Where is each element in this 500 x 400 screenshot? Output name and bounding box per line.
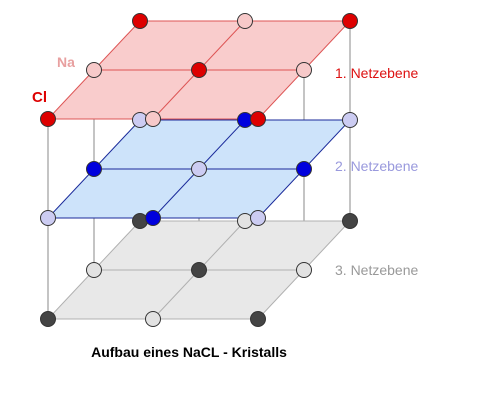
cl-ion (342, 13, 358, 29)
cl-ion (145, 210, 161, 226)
plane-2-label: 2. Netzebene (335, 158, 419, 174)
na-ion (342, 112, 358, 128)
cl-ion (191, 262, 207, 278)
na-ion (296, 262, 312, 278)
cl-ion (86, 161, 102, 177)
cl-ion (40, 311, 56, 327)
cl-ion (132, 13, 148, 29)
cl-ion (250, 111, 266, 127)
cl-ion (40, 111, 56, 127)
na-ion (237, 213, 253, 229)
na-ion (86, 62, 102, 78)
na-ion (40, 210, 56, 226)
na-label: Na (57, 54, 75, 70)
diagram-caption: Aufbau eines NaCL - Kristalls (91, 344, 287, 360)
cl-ion (296, 161, 312, 177)
na-ion (86, 262, 102, 278)
cl-ion (250, 311, 266, 327)
plane-3-label: 3. Netzebene (335, 262, 419, 278)
cl-ion (132, 213, 148, 229)
na-ion (191, 161, 207, 177)
na-ion (296, 62, 312, 78)
plane-1-label: 1. Netzebene (335, 65, 419, 81)
lattice-atoms (40, 13, 358, 327)
na-ion (145, 311, 161, 327)
cl-ion (342, 213, 358, 229)
cl-label: Cl (32, 89, 47, 106)
na-ion (237, 13, 253, 29)
na-ion (145, 111, 161, 127)
na-ion (250, 210, 266, 226)
cl-ion (191, 62, 207, 78)
